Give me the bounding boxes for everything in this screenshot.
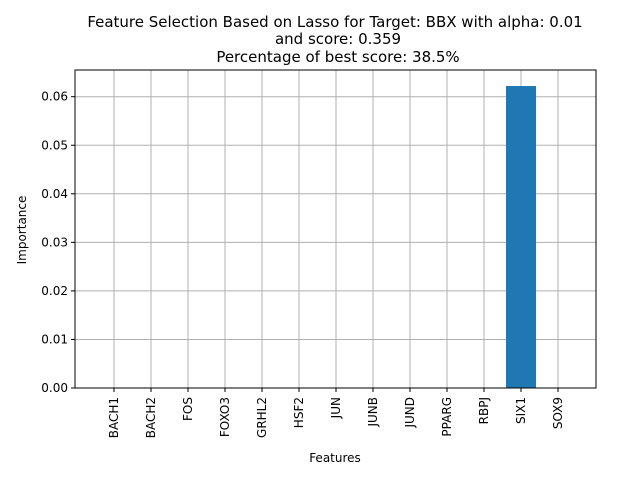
y-axis-label: Importance bbox=[15, 196, 29, 265]
x-tick-label: SIX1 bbox=[514, 397, 528, 424]
title-line-1: Feature Selection Based on Lasso for Tar… bbox=[87, 13, 582, 31]
grid-lines bbox=[75, 70, 596, 389]
x-tick-label: PPARG bbox=[440, 397, 454, 437]
x-tick-label: SOX9 bbox=[551, 397, 565, 429]
y-tick-label: 0.00 bbox=[41, 381, 68, 395]
y-tick-label: 0.03 bbox=[41, 235, 68, 249]
y-axis-ticks: 0.00 0.01 0.02 0.03 0.04 0.05 0.06 bbox=[41, 90, 75, 395]
x-tick-label: JUNB bbox=[366, 397, 380, 428]
bar-six1 bbox=[506, 86, 536, 389]
x-tick-label: BACH1 bbox=[107, 397, 121, 438]
x-tick-label: JUND bbox=[403, 397, 417, 429]
x-tick-label: GRHL2 bbox=[255, 397, 269, 438]
bars bbox=[506, 86, 536, 389]
chart-title: Feature Selection Based on Lasso for Tar… bbox=[87, 13, 582, 66]
x-axis-label: Features bbox=[309, 451, 361, 465]
x-axis-ticks: BACH1 BACH2 FOS FOXO3 GRHL2 HSF2 JUN JUNB JUND PP… bbox=[107, 388, 565, 438]
x-tick-label: RBPJ bbox=[477, 397, 491, 424]
title-line-3: Percentage of best score: 38.5% bbox=[216, 48, 459, 66]
x-tick-label: FOS bbox=[181, 397, 195, 421]
y-tick-label: 0.04 bbox=[41, 187, 68, 201]
x-tick-label: FOXO3 bbox=[218, 397, 232, 437]
y-tick-label: 0.05 bbox=[41, 138, 68, 152]
x-tick-label: HSF2 bbox=[292, 397, 306, 428]
x-tick-label: BACH2 bbox=[144, 397, 158, 438]
title-line-2: and score: 0.359 bbox=[275, 30, 401, 48]
y-tick-label: 0.06 bbox=[41, 90, 68, 104]
x-tick-label: JUN bbox=[329, 397, 343, 419]
y-tick-label: 0.02 bbox=[41, 284, 68, 298]
y-tick-label: 0.01 bbox=[41, 332, 68, 346]
